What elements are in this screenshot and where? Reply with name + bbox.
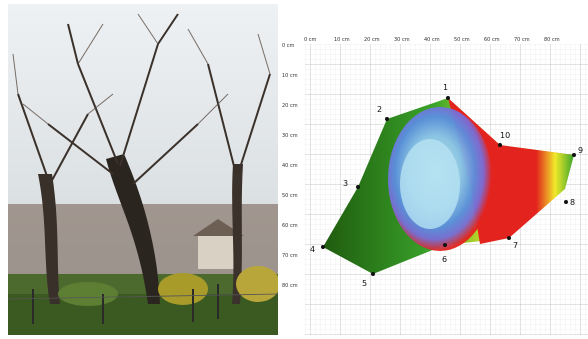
y-tick: 40 cm (282, 163, 298, 169)
y-tick: 20 cm (282, 103, 298, 109)
y-tick: 50 cm (282, 193, 298, 199)
sensor-label: 7 (513, 241, 519, 250)
sensor-label: 4 (310, 245, 316, 254)
sensor-point (321, 245, 325, 249)
y-tick: 60 cm (282, 223, 298, 229)
tomogram-image (323, 98, 574, 274)
sensor-label: 3 (343, 179, 349, 188)
y-tick: 80 cm (282, 283, 298, 289)
sensor-label: 2 (377, 105, 383, 114)
sensor-label: 10 (500, 131, 511, 140)
sensor-point (446, 96, 450, 100)
x-tick: 10 cm (334, 37, 350, 43)
y-tick: 70 cm (282, 253, 298, 259)
x-tick: 70 cm (514, 37, 530, 43)
y-tick: 0 cm (282, 43, 295, 49)
x-tick: 50 cm (454, 37, 470, 43)
y-tick: 10 cm (282, 73, 298, 79)
sensor-label: 9 (578, 146, 584, 155)
sensor-point (564, 200, 568, 204)
x-tick: 30 cm (394, 37, 410, 43)
sensor-point (572, 153, 576, 157)
tree-photo-illustration (8, 4, 278, 335)
y-tick: 30 cm (282, 133, 298, 139)
x-tick: 60 cm (484, 37, 500, 43)
sensor-point (356, 185, 360, 189)
tomogram-grid (305, 44, 588, 335)
sensor-point (498, 143, 502, 147)
sensor-point (507, 236, 511, 240)
sensor-label: 6 (442, 255, 448, 264)
sensor-point (385, 117, 389, 121)
sensor-label: 5 (362, 279, 368, 288)
x-tick: 20 cm (364, 37, 380, 43)
sensor-label: 8 (570, 198, 576, 207)
x-tick: 0 cm (304, 37, 317, 43)
x-tick: 40 cm (424, 37, 440, 43)
sensor-point (443, 243, 447, 247)
x-tick: 80 cm (544, 37, 560, 43)
tree-photo (8, 4, 278, 335)
sensor-label: 1 (443, 83, 449, 92)
sensor-point (371, 272, 375, 276)
tomogram-panel: 0 cm 10 cm 20 cm 30 cm 40 cm 50 cm 60 cm… (280, 4, 588, 335)
